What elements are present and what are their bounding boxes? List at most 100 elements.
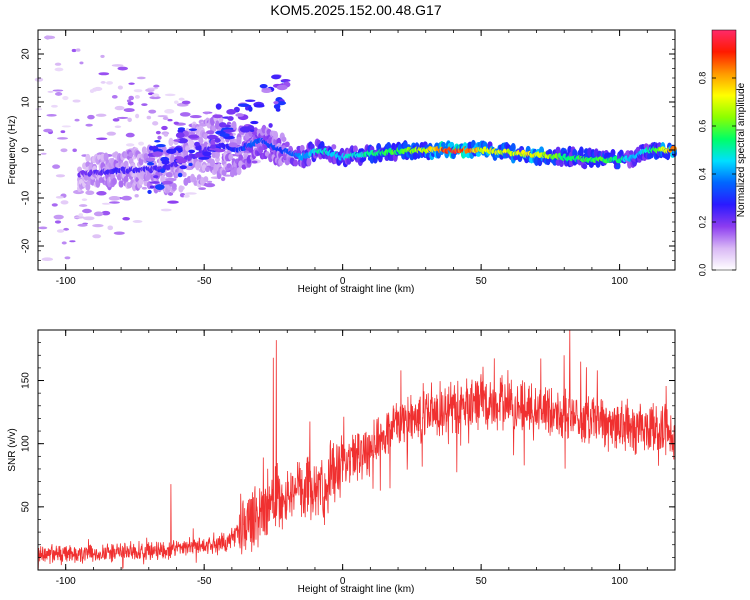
spectrogram-noise-cell	[55, 92, 63, 96]
spectrogram-noise-cell	[40, 152, 47, 155]
spectrogram-ridge-halo	[610, 149, 616, 157]
spectrogram-diagonal-cell	[276, 84, 288, 91]
spectrogram-diagonal-cell	[175, 132, 185, 139]
spectrogram-ridge-halo	[306, 157, 312, 167]
spectrogram-noise-cell	[55, 174, 66, 178]
colorbar-tick-label: 0.8	[697, 72, 707, 85]
spectrogram-y-tick-label: 20	[21, 48, 32, 60]
spectrogram-noise-cell	[98, 72, 110, 76]
spectrogram-noise-cell	[151, 93, 160, 97]
spectrogram-noise-cell	[53, 214, 64, 220]
spectrogram-noise-cell	[189, 115, 202, 119]
spectrogram-x-tick-label: 100	[611, 276, 628, 287]
spectrogram-noise-cell	[77, 223, 88, 227]
spectrogram-diagonal-cell	[206, 134, 218, 140]
spectrogram-noise-cell	[204, 183, 216, 188]
spectrogram-y-tick-label: -10	[21, 190, 32, 205]
spectrogram-noise-cell	[141, 186, 147, 190]
spectrogram-noise-cell	[81, 198, 88, 201]
spectrogram-noise-cell	[203, 111, 210, 115]
spectrogram-diagonal-cell	[273, 103, 281, 110]
spectrogram-diagonal-cell	[154, 139, 161, 143]
spectrogram-ridge-halo	[111, 177, 117, 186]
spectrogram-ridge-halo	[138, 178, 144, 186]
spectrogram-noise-cell	[96, 191, 107, 196]
spectrogram-noise-cell	[74, 118, 80, 122]
colorbar-tick-label: 0.4	[697, 168, 707, 181]
spectrogram-noise-cell	[113, 231, 125, 235]
spectrogram-noise-cell	[43, 128, 53, 133]
spectrogram-ridge-halo	[578, 146, 584, 156]
spectrogram-noise-cell	[128, 82, 135, 85]
spectrogram-ridge-halo	[615, 163, 621, 170]
spectrogram-noise-cell	[146, 115, 152, 120]
spectrogram-x-tick-label: -50	[197, 276, 212, 287]
spectrogram-noise-cell	[61, 125, 72, 128]
spectrogram-diagonal-cell	[159, 168, 166, 173]
spectrogram-noise-cell	[72, 99, 81, 103]
spectrogram-diagonal-cell	[148, 145, 154, 151]
spectrogram-diagonal-cell	[235, 113, 244, 117]
spectrogram-ridge-halo	[572, 148, 578, 158]
spectrogram-noise-cell	[34, 77, 44, 82]
spectrogram-diagonal-cell	[249, 129, 255, 132]
spectrogram-ridge-halo	[268, 153, 274, 163]
spectrogram-noise-cell	[79, 61, 84, 65]
spectrogram-diagonal-cell	[223, 129, 236, 133]
spectrogram-diagonal-cell	[228, 142, 238, 148]
spectrogram-diagonal-cell	[165, 171, 173, 178]
spectrogram-diagonal-cell	[219, 133, 230, 138]
snr-panel: -100 -50 0 50 100 50 100 150 Height of straight…	[7, 329, 676, 595]
spectrogram-ridge-halo	[178, 185, 184, 193]
spectrogram-noise-cell	[147, 87, 159, 90]
spectrogram-diagonal-cell	[273, 101, 279, 105]
snr-y-tick-label: 100	[21, 435, 32, 452]
spectrogram-diagonal-cell	[155, 144, 166, 148]
spectrogram-diagonal-cell	[261, 87, 272, 91]
spectrogram-noise-cell	[117, 66, 128, 71]
spectrogram-diagonal-cell	[271, 74, 281, 80]
spectrogram-diagonal-cell	[188, 149, 196, 154]
spectrogram-noise-cell	[83, 216, 95, 221]
spectrogram-ridge-halo	[299, 144, 305, 152]
spectrogram-noise-cell	[54, 220, 62, 224]
spectrogram-noise-cell	[75, 48, 81, 52]
spectrogram-diagonal-cell	[259, 83, 268, 89]
spectrogram-ridge-halo	[595, 160, 601, 168]
spectrogram-diagonal-cell	[194, 152, 205, 158]
spectrogram-noise-cell	[100, 54, 105, 58]
spectrogram-ridge-halo	[203, 133, 209, 140]
spectrogram-noise-cell	[101, 202, 111, 205]
spectrogram-noise-cell	[132, 220, 143, 223]
spectrogram-noise-cell	[109, 201, 120, 204]
spectrogram-diagonal-cell	[239, 126, 251, 133]
spectrogram-noise-cell	[155, 130, 161, 135]
spectrogram-ridge-halo	[219, 139, 225, 145]
spectrogram-diagonal-cell	[177, 138, 188, 144]
spectrogram-noise-cell	[56, 229, 65, 233]
spectrogram-noise-cell	[128, 95, 134, 101]
spectrogram-ridge-halo	[231, 120, 237, 130]
spectrogram-noise-cell	[141, 103, 148, 107]
spectrogram-noise-cell	[47, 90, 54, 93]
spectrogram-ridge-halo	[331, 144, 337, 150]
spectrogram-noise-cell	[55, 196, 64, 199]
spectrogram-ridge-halo	[510, 143, 516, 152]
colorbar-label: Normalized spectral amplitude	[736, 82, 747, 217]
spectrogram-diagonal-cell	[215, 103, 222, 110]
spectrogram-noise-cell	[43, 35, 56, 40]
spectrogram-noise-cell	[38, 226, 48, 230]
spectrogram-noise-cell	[85, 123, 93, 127]
spectrogram-diagonal-cell	[198, 156, 210, 160]
spectrogram-noise-cell	[51, 104, 58, 108]
spectrogram-diagonal-cell	[153, 175, 159, 179]
spectrogram-diagonal-cell	[251, 131, 258, 135]
spectrogram-noise-cell	[41, 257, 54, 262]
snr-x-tick-label: 50	[476, 576, 488, 587]
spectrogram-noise-cell	[107, 225, 114, 231]
spectrogram-noise-cell	[89, 89, 95, 94]
spectrogram-noise-cell	[106, 81, 114, 85]
spectrogram-noise-cell	[60, 130, 66, 134]
